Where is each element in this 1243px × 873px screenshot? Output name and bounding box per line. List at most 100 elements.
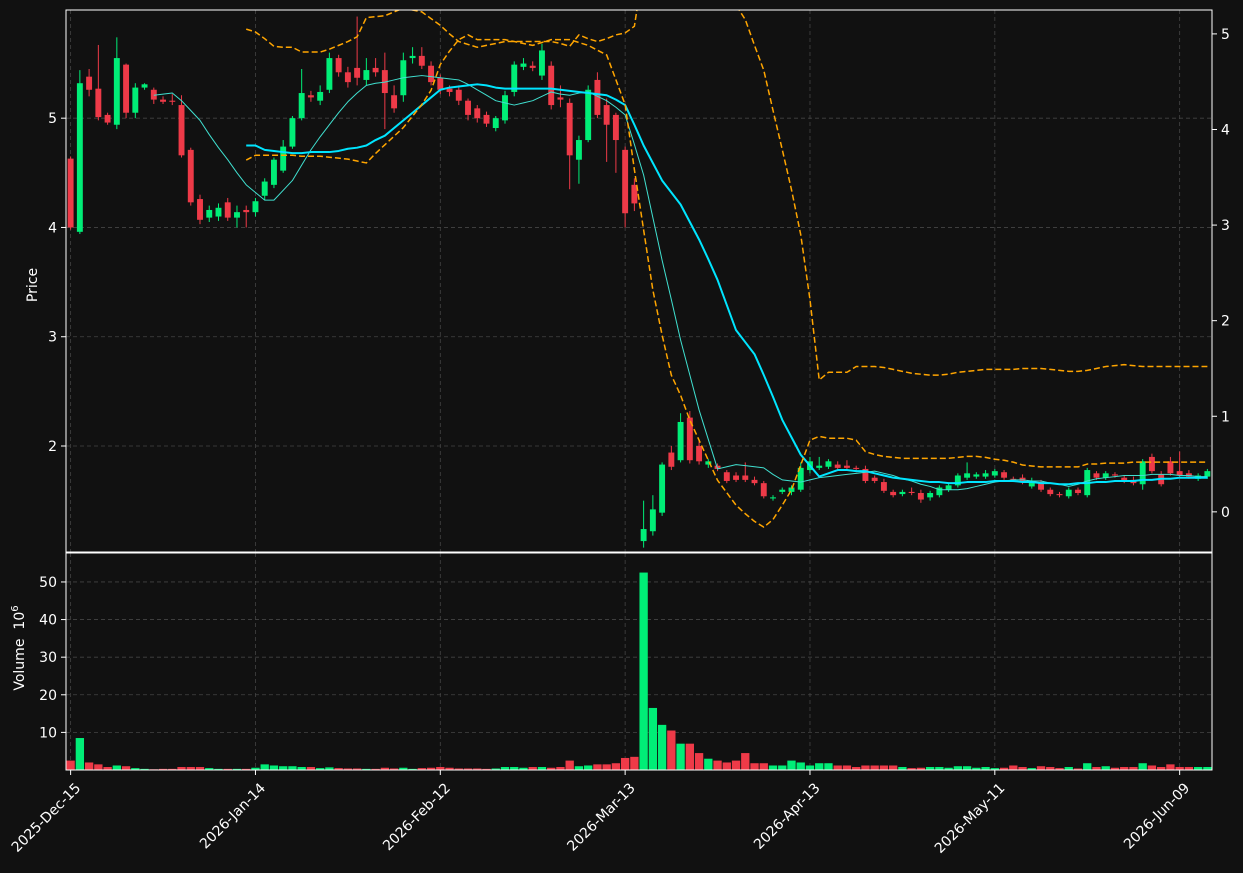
volume-bar xyxy=(232,768,242,770)
volume-bar xyxy=(288,766,297,770)
candle-body xyxy=(686,417,693,461)
volume-bar xyxy=(1009,765,1018,770)
candle-body xyxy=(1056,494,1063,496)
candle-body xyxy=(446,88,453,92)
volume-bar xyxy=(334,768,343,770)
candle-body xyxy=(797,467,804,490)
volume-bar xyxy=(925,766,935,770)
candle-body xyxy=(141,84,148,88)
candle-body xyxy=(1112,474,1118,476)
candle-body xyxy=(843,465,850,468)
volume-bar xyxy=(537,766,547,770)
volume-bar xyxy=(1036,766,1046,770)
volume-bar xyxy=(436,766,445,770)
candle-body xyxy=(502,95,508,121)
volume-bar xyxy=(1073,768,1083,770)
volume-bar xyxy=(898,766,907,770)
y-tick-label: 4 xyxy=(48,220,57,236)
candle-body xyxy=(160,99,166,102)
volume-bar xyxy=(306,766,316,770)
volume-bar xyxy=(352,768,362,770)
volume-bar xyxy=(694,753,704,770)
volume-bar xyxy=(602,764,611,770)
volume-bar xyxy=(186,766,195,770)
volume-bar xyxy=(685,743,694,770)
candle-body xyxy=(511,64,518,92)
candle-body xyxy=(169,100,176,102)
volume-bar xyxy=(454,768,463,770)
volume-bar xyxy=(1129,766,1138,770)
candle-body xyxy=(243,209,250,213)
volume-bar xyxy=(131,768,140,770)
volume-bar xyxy=(297,766,306,770)
candle-body xyxy=(945,485,952,490)
candle-body xyxy=(917,492,924,500)
candle-body xyxy=(585,89,592,141)
volume-bar xyxy=(1166,764,1175,770)
volume-bar xyxy=(981,766,990,770)
candle-body xyxy=(123,64,130,113)
volume-bar xyxy=(1193,766,1203,770)
volume-bar xyxy=(796,762,805,770)
candle-body xyxy=(880,482,887,491)
candle-body xyxy=(539,50,545,76)
candle-body xyxy=(649,509,656,532)
volume-bar xyxy=(75,738,85,770)
volume-bar xyxy=(759,763,768,770)
volume-bar xyxy=(667,730,676,770)
candle-body xyxy=(363,70,370,80)
volume-bar xyxy=(888,765,898,770)
volume-bar xyxy=(1175,766,1184,770)
candle-body xyxy=(132,87,139,113)
candle-body xyxy=(418,55,425,66)
volume-bar xyxy=(1046,766,1055,770)
volume-bar xyxy=(214,768,223,770)
volume-bar xyxy=(103,766,112,770)
volume-bar xyxy=(205,768,214,770)
candle-body xyxy=(696,446,703,462)
volume-bar xyxy=(944,767,953,770)
candle-body xyxy=(853,467,860,469)
volume-bar xyxy=(510,766,519,770)
candle-body xyxy=(964,473,971,478)
candle-body xyxy=(640,529,647,542)
candle-body xyxy=(825,461,832,467)
candle-body xyxy=(603,105,610,125)
price-panel-frame xyxy=(65,9,1213,553)
volume-bar xyxy=(1018,766,1027,770)
volume-bar xyxy=(1092,766,1101,770)
volume-bar xyxy=(842,765,852,770)
volume-bar xyxy=(1157,766,1166,770)
y-tick-label: 30 xyxy=(39,650,57,666)
candle-body xyxy=(668,452,675,467)
volume-bar xyxy=(547,767,556,770)
volume-bar xyxy=(657,724,667,770)
volume-bar xyxy=(473,768,482,770)
candle-body xyxy=(483,114,490,124)
volume-bar xyxy=(676,743,685,770)
candle-body xyxy=(1121,477,1128,481)
y-tick-label: 2 xyxy=(48,439,57,455)
volume-bar xyxy=(177,766,186,770)
volume-bar xyxy=(907,768,916,770)
candle-body xyxy=(973,474,980,477)
candle-body xyxy=(307,95,314,98)
volume-bar xyxy=(1120,766,1129,770)
candle-body xyxy=(1204,471,1211,477)
candle-body xyxy=(270,159,277,185)
candle-body xyxy=(381,70,388,94)
volume-bar xyxy=(251,767,260,770)
y2-tick-label: 4 xyxy=(1221,122,1230,138)
candle-body xyxy=(465,100,471,115)
volume-bar xyxy=(1138,763,1147,770)
candle-body xyxy=(215,207,222,217)
candle-body xyxy=(770,497,776,499)
y-tick-label: 10 xyxy=(39,725,57,741)
volume-bar xyxy=(121,766,131,770)
candle-body xyxy=(104,114,111,123)
candle-body xyxy=(1167,461,1174,474)
candle-body xyxy=(67,158,74,228)
volume-bar xyxy=(916,767,926,770)
volume-bar xyxy=(528,766,537,770)
